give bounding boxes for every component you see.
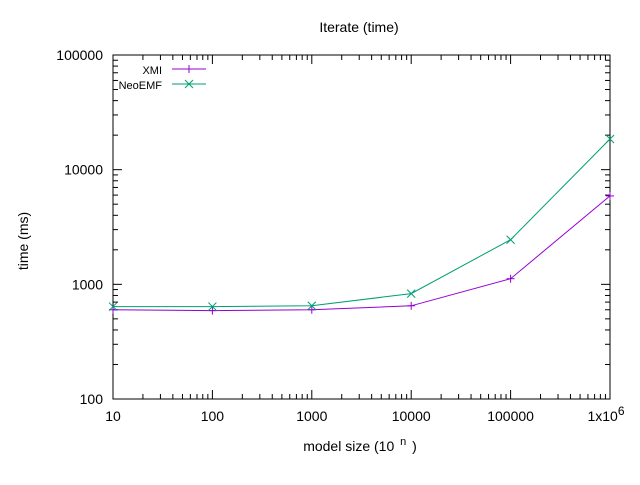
legend-label: XMI [142, 65, 162, 77]
plot-frame [112, 54, 611, 400]
data-point [506, 235, 515, 245]
x-axis-label: model size (10 n ) [303, 432, 417, 454]
x-axis-label-main: model size (10 [303, 438, 394, 454]
y-tick-label: 100000 [56, 47, 103, 63]
y-axis-ticks: 100 1000 10000 100000 [56, 47, 610, 407]
data-point [184, 79, 194, 89]
data-point [307, 301, 317, 311]
x-tick-label: 10000 [392, 408, 431, 424]
series-line [112, 195, 611, 312]
x-tick-label-superscript: 6 [618, 404, 625, 418]
series-xmi [109, 191, 614, 315]
chart-title: Iterate (time) [319, 19, 398, 35]
y-tick-label: 100 [80, 391, 104, 407]
legend-label: NeoEMF [119, 80, 163, 92]
x-tick-label: 1000 [296, 408, 327, 424]
x-tick-label: 100 [201, 408, 225, 424]
x-axis-label-suffix: ) [412, 438, 417, 454]
x-tick-label: 10 [105, 408, 121, 424]
plot-border [112, 54, 611, 400]
y-axis-label: time (ms) [15, 212, 31, 270]
y-tick-label: 1000 [72, 276, 103, 292]
series-line [113, 138, 611, 308]
series-layer [108, 134, 615, 315]
x-tick-label: 100000 [487, 408, 534, 424]
series-neoemf [108, 134, 615, 311]
x-axis-label-superscript: n [400, 436, 406, 448]
data-point [208, 302, 217, 311]
x-axis-ticks: 10 100 1000 10000 100000 1x106 [105, 55, 625, 424]
y-tick-label: 10000 [64, 162, 103, 178]
data-point [108, 302, 118, 311]
data-point [605, 134, 615, 144]
data-point [406, 289, 416, 298]
legend: XMI NeoEMF [119, 65, 206, 92]
x-tick-label: 1x106 [587, 404, 624, 424]
